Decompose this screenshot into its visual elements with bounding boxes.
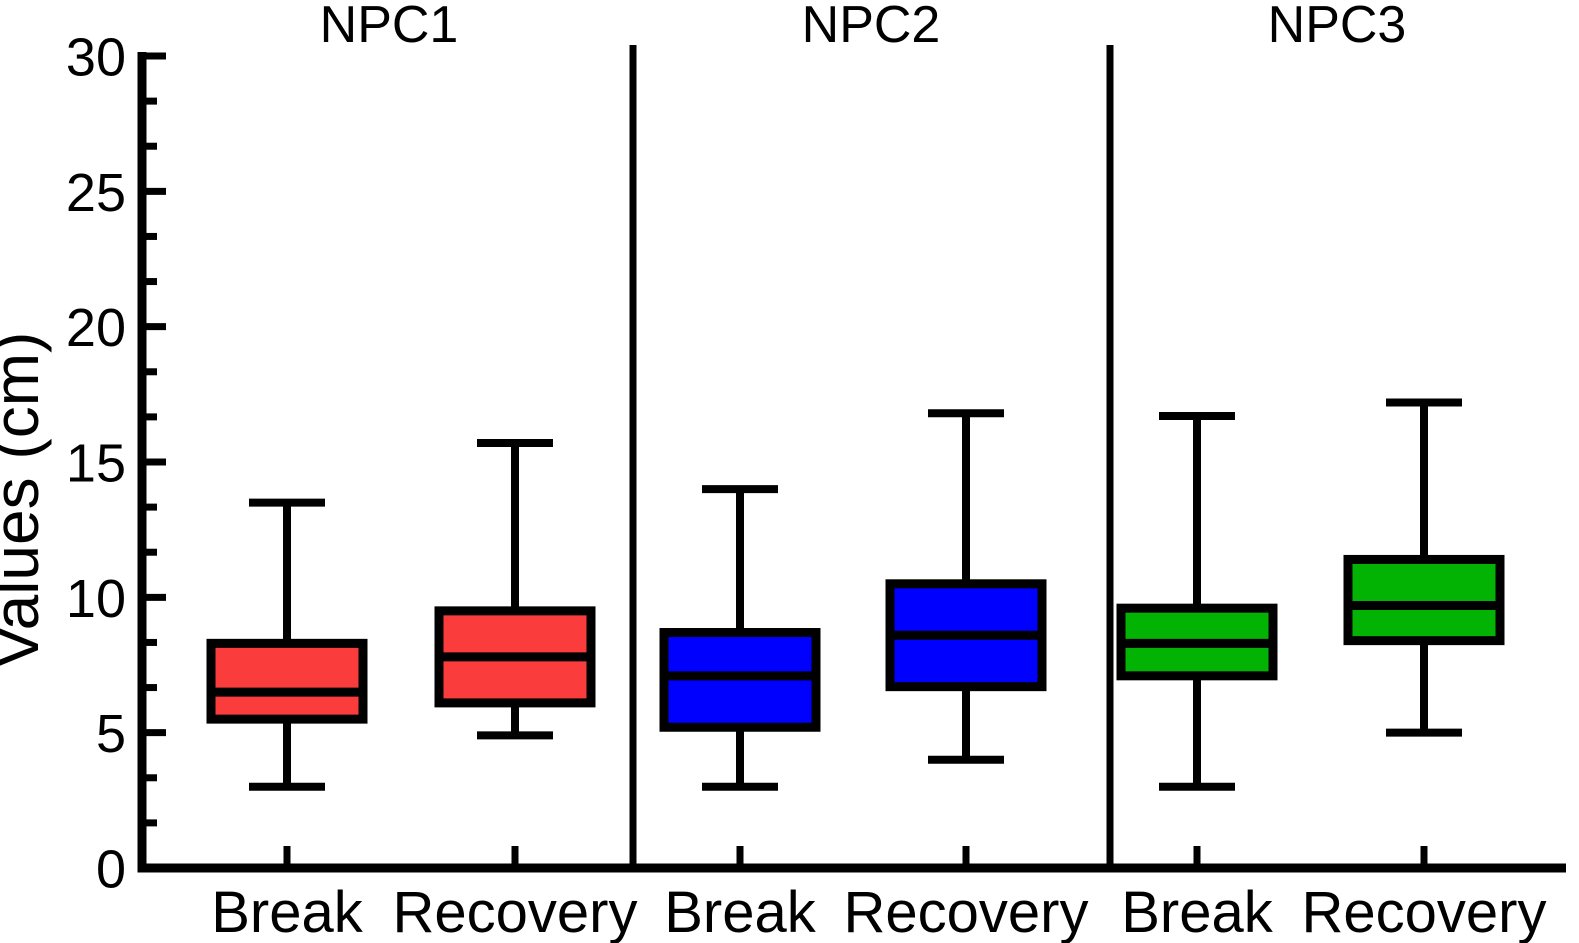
x-tick-label: Recovery (1302, 880, 1547, 943)
y-tick-label: 25 (66, 163, 126, 223)
y-axis-title: Values (cm) (0, 332, 52, 669)
box (1343, 554, 1505, 646)
panel-title: NPC3 (1268, 0, 1407, 54)
box (206, 638, 368, 724)
x-tick-label: Break (664, 880, 817, 943)
y-tick-label: 20 (66, 298, 126, 358)
y-tick-label: 30 (66, 27, 126, 87)
y-tick-label: 15 (66, 433, 126, 493)
x-tick-label: Break (211, 880, 364, 943)
x-tick-label: Recovery (393, 880, 638, 943)
y-tick-label: 10 (66, 569, 126, 629)
y-tick-label: 0 (96, 839, 126, 899)
panel-title: NPC1 (320, 0, 459, 54)
y-tick-label: 5 (96, 704, 126, 764)
x-tick-label: Recovery (844, 880, 1089, 943)
x-tick-label: Break (1121, 880, 1274, 943)
panel-title: NPC2 (802, 0, 941, 54)
